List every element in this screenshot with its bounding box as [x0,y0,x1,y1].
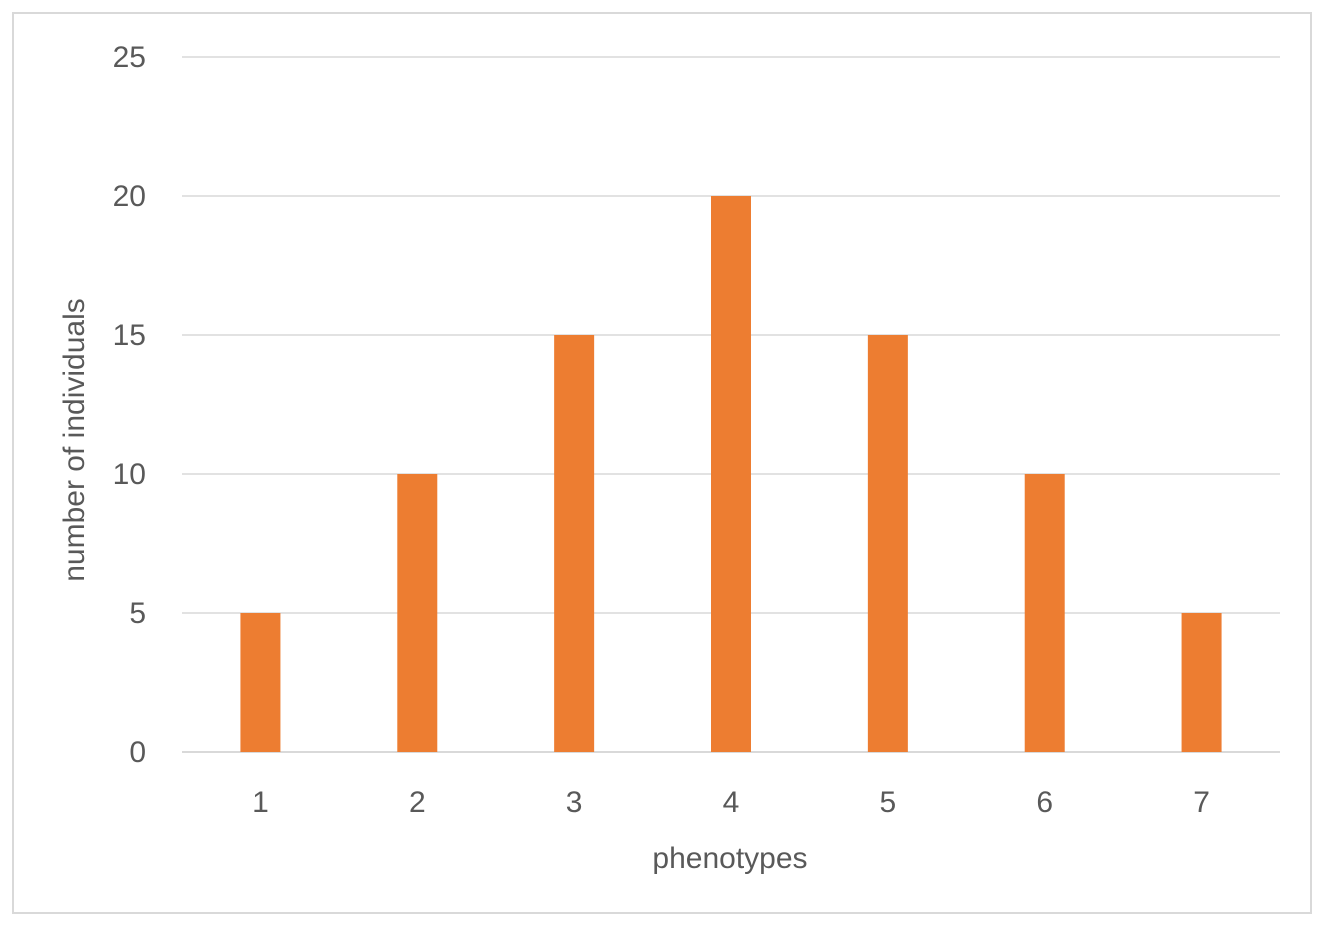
bar-6 [1024,474,1065,752]
x-tick-label: 2 [409,786,426,819]
x-tick-labels: 1 2 3 4 5 6 7 [252,786,1210,819]
x-tick-label: 4 [723,786,740,819]
chart-frame [12,12,1312,914]
y-tick-labels: 0 5 10 15 20 25 [113,41,146,769]
x-axis-title: phenotypes [652,842,807,875]
x-tick-label: 3 [566,786,583,819]
bar-2 [397,474,438,752]
bar-4 [711,196,751,752]
bar-3 [554,335,595,752]
y-tick-label: 25 [113,41,146,74]
y-axis-title: number of individuals [58,298,91,582]
y-tick-label: 10 [113,458,146,491]
y-tick-label: 0 [129,736,146,769]
x-tick-label: 1 [252,786,269,819]
y-tick-label: 20 [113,180,146,213]
bars [240,196,1222,752]
y-tick-label: 15 [113,319,146,352]
bar-7 [1181,613,1222,752]
x-tick-label: 6 [1036,786,1053,819]
x-tick-label: 5 [880,786,897,819]
x-tick-label: 7 [1193,786,1210,819]
bar-5 [867,335,908,752]
y-tick-label: 5 [129,597,146,630]
bar-1 [240,613,281,752]
